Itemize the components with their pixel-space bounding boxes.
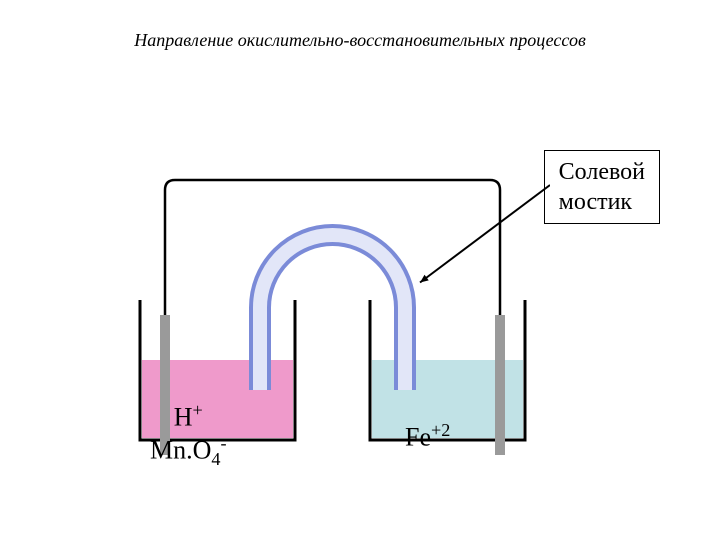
left-label-mno-sup: -	[221, 433, 227, 453]
right-electrode	[495, 315, 505, 455]
left-beaker-label: H+ Mn.O4-	[150, 400, 227, 470]
left-label-mno: Mn.O	[150, 435, 211, 464]
right-beaker-label: Fe+2	[405, 420, 450, 453]
salt-bridge-label-line1: Солевой	[559, 157, 645, 187]
salt-bridge-pointer	[420, 185, 550, 283]
left-label-h-sup: +	[193, 400, 203, 420]
salt-bridge-label-line2: мостик	[559, 187, 645, 217]
wire	[165, 180, 500, 315]
left-label-h: H	[174, 403, 193, 432]
salt-bridge-label-box: Солевой мостик	[544, 150, 660, 224]
right-label-fe: Fe	[405, 423, 431, 452]
page-title: Направление окислительно-восстановительн…	[0, 30, 720, 51]
left-label-mno-sub: 4	[211, 449, 220, 469]
right-label-fe-sup: +2	[431, 420, 450, 440]
